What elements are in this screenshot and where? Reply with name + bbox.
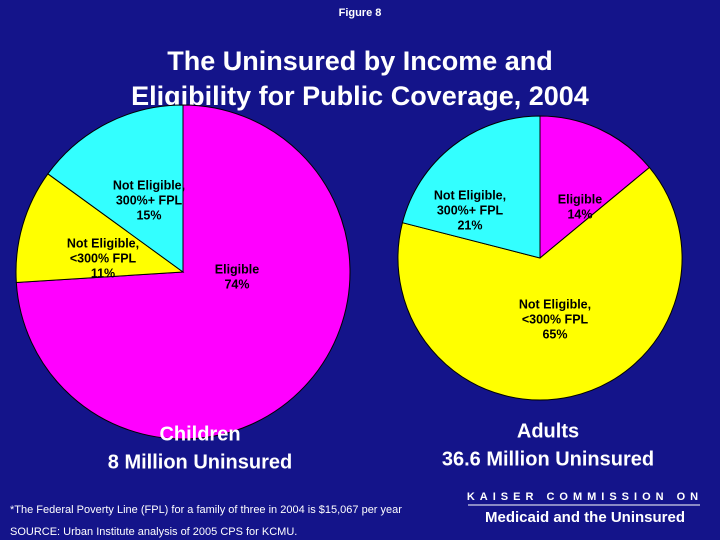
slice-label: 300%+ FPL bbox=[437, 203, 504, 217]
logo-line: KAISER COMMISSION ON bbox=[467, 491, 703, 503]
slice-label: Not Eligible, bbox=[67, 236, 139, 250]
source: SOURCE: Urban Institute analysis of 2005… bbox=[10, 526, 297, 538]
pie-slice bbox=[47, 104, 184, 273]
slice-value-label: 15% bbox=[136, 208, 161, 222]
pie-title: Adults bbox=[517, 420, 579, 442]
pie-slice bbox=[401, 115, 541, 259]
pie-slice bbox=[397, 166, 683, 401]
slice-value-label: 11% bbox=[91, 266, 115, 280]
title-line: Eligibility for Public Coverage, 2004 bbox=[131, 81, 589, 111]
slice-label: Not Eligible, bbox=[113, 178, 185, 192]
pie-slice bbox=[539, 115, 651, 260]
slice-label: <300% FPL bbox=[522, 312, 589, 326]
pie-title: Children bbox=[159, 423, 240, 445]
slice-label: Eligible bbox=[558, 192, 603, 206]
slice-value-label: 14% bbox=[567, 207, 592, 221]
pie-subtitle: 36.6 Million Uninsured bbox=[442, 448, 654, 470]
slice-label: <300% FPL bbox=[70, 251, 137, 265]
logo-line: Medicaid and the Uninsured bbox=[485, 509, 685, 526]
slice-value-label: 21% bbox=[457, 218, 482, 232]
slice-label: Eligible bbox=[215, 262, 260, 276]
title-line: The Uninsured by Income and bbox=[167, 46, 553, 76]
pie-subtitle: 8 Million Uninsured bbox=[108, 451, 292, 473]
slice-label: Not Eligible, bbox=[434, 188, 506, 202]
footnote: *The Federal Poverty Line (FPL) for a fa… bbox=[10, 504, 402, 516]
slice-value-label: 74% bbox=[224, 277, 249, 291]
slice-label: Not Eligible, bbox=[519, 297, 591, 311]
figure-label: Figure 8 bbox=[339, 7, 382, 19]
slice-value-label: 65% bbox=[542, 327, 567, 341]
slice-label: 300%+ FPL bbox=[116, 193, 183, 207]
pie-slice bbox=[15, 173, 185, 284]
